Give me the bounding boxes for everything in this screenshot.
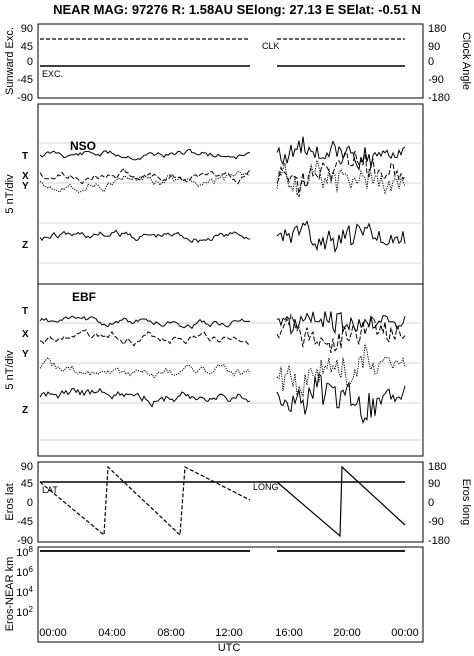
exc-annotation: EXC. [42,69,63,79]
panel-nso: NSO 5 nT/div T X Y Z [4,103,424,285]
ytick-right: 90 [428,41,440,53]
ytick-distance: 102 [16,605,33,619]
trace-label-y: Y [22,181,29,192]
ytick-right: 180 [428,461,446,473]
nso-title: NSO [70,139,96,153]
panel-3-frame [37,283,424,457]
long-trace-dashed [39,465,251,537]
ytick-right: 0 [428,56,434,68]
ytick-left: -90 [17,535,33,547]
panel-1-frame [37,23,424,99]
ebf-y-trace [39,344,406,398]
nso-t-trace [39,136,406,171]
ebf-t-trace [39,311,406,336]
xtick-label: 12:00 [215,627,243,639]
lat-annotation: LAT [42,485,58,495]
eros-long-label: Eros long [460,479,472,525]
ytick-right: -90 [428,74,444,86]
xtick-label: 20:00 [333,627,361,639]
xtick-label: 00:00 [39,627,67,639]
ytick-left: 90 [21,461,33,473]
ebf-ylabel: 5 nT/div [4,350,16,390]
xtick-label: 16:00 [275,627,303,639]
ebf-z-trace [39,372,406,425]
panel-4-frame [37,461,424,543]
plot-header: NEAR MAG: 97276 R: 1.58AU SElong: 27.13 … [53,2,421,17]
trace-label-t: T [22,151,28,162]
ytick-left: 45 [21,41,33,53]
ytick-left: 90 [21,23,33,35]
panel-ebf: EBF 5 nT/div T X Y Z [4,283,424,457]
clock-angle-label: Clock Angle [460,32,472,90]
ytick-right: -180 [428,92,450,104]
ytick-left: -45 [17,74,33,86]
trace-label-z: Z [22,405,28,416]
xtick-label: 00:00 [391,627,419,639]
nso-y-trace [39,160,406,197]
xtick-label: 08:00 [157,627,185,639]
ytick-distance: 108 [16,545,33,559]
distance-ylabel: Eros-NEAR km [4,557,16,632]
trace-label-x: X [22,329,29,340]
panel-2-frame [37,103,424,285]
ebf-title: EBF [72,290,96,304]
trace-label-y: Y [22,349,29,360]
nso-x-trace [39,149,406,198]
ytick-right: -90 [428,516,444,528]
ytick-left: 0 [27,497,33,509]
ytick-right: 90 [428,478,440,490]
nso-z-trace [39,220,406,254]
panel-eros: Eros lat Eros long 90 45 0 -45 -90 180 9… [4,461,472,547]
ytick-left: -45 [17,516,33,528]
trace-label-z: Z [22,240,28,251]
trace-label-x: X [22,171,29,182]
ytick-distance: 104 [16,585,33,599]
ytick-right: -180 [428,535,450,547]
ebf-x-trace [39,313,406,353]
ytick-right: 0 [428,497,434,509]
x-axis: 00:00 04:00 08:00 12:00 16:00 20:00 00:0… [39,627,419,654]
xtick-label: 04:00 [98,627,126,639]
ytick-distance: 106 [16,565,33,579]
clk-annotation: CLK [262,41,280,51]
eros-lat-label: Eros lat [4,483,16,520]
long-trace-solid [276,465,406,538]
ytick-left: -90 [17,92,33,104]
panel-distance: Eros-NEAR km 108 106 104 102 [4,545,424,643]
nso-ylabel: 5 nT/div [4,174,16,214]
panel-sunward-clock: Sunward Exc. Clock Angle 90 45 0 -45 -90… [4,23,472,104]
panel-5-frame [37,546,424,643]
ytick-left: 0 [27,56,33,68]
ytick-right: 180 [428,23,446,35]
long-annotation: LONG [253,482,279,492]
ytick-left: 45 [21,478,33,490]
trace-label-t: T [22,306,28,317]
x-axis-label: UTC [218,642,241,654]
sunward-exc-label: Sunward Exc. [4,27,16,95]
